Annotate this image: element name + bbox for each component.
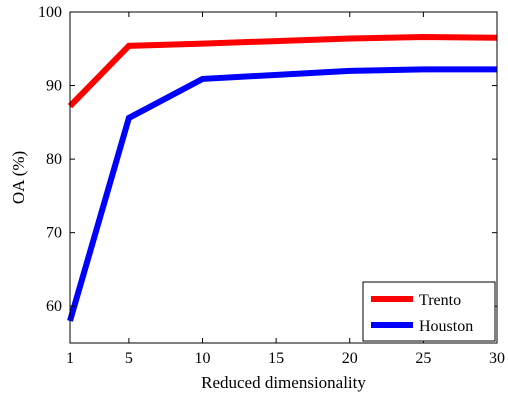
x-tick-label: 15 <box>268 350 284 367</box>
series-line-trento <box>67 34 498 109</box>
legend: Trento Houston <box>362 281 496 342</box>
legend-label-trento: Trento <box>419 292 461 309</box>
y-tick-label: 90 <box>46 78 62 95</box>
y-tick-label: 100 <box>38 4 62 21</box>
x-tick-label: 5 <box>125 350 133 367</box>
y-axis-title: OA (%) <box>9 151 28 204</box>
x-tick-label: 10 <box>195 350 211 367</box>
x-tick-label: 25 <box>415 350 431 367</box>
x-axis-title: Reduced dimensionality <box>201 373 366 392</box>
y-tick-label: 60 <box>46 298 62 315</box>
y-tick-label: 80 <box>46 151 62 168</box>
legend-box <box>362 281 496 342</box>
x-tick-label: 30 <box>489 350 505 367</box>
plot-frame <box>69 11 498 344</box>
x-tick-label: 20 <box>342 350 358 367</box>
y-tick-label: 70 <box>46 225 62 242</box>
series-line-houston <box>67 66 497 322</box>
x-tick-label: 1 <box>66 350 74 367</box>
legend-label-houston: Houston <box>419 318 473 335</box>
series-layer <box>67 34 498 322</box>
